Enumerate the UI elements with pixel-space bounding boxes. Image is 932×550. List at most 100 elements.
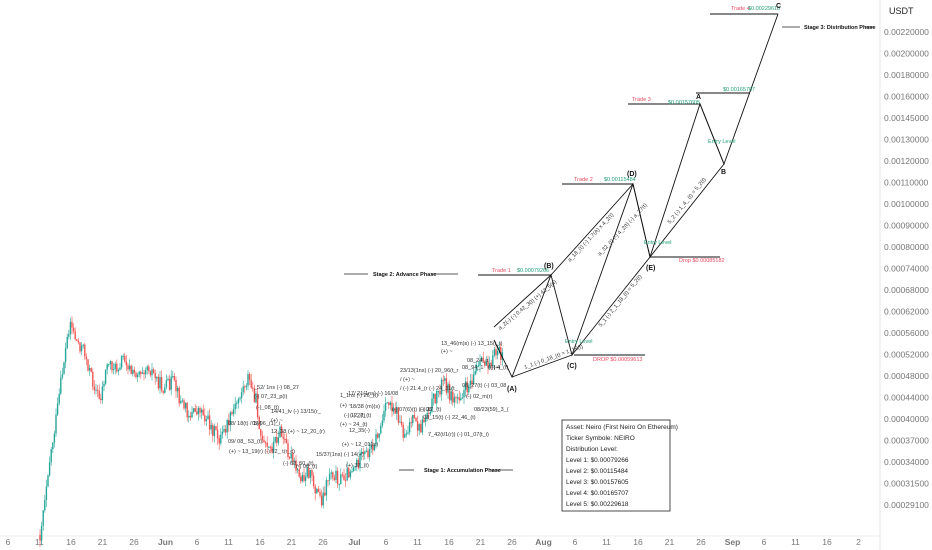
candle-body — [85, 356, 88, 360]
time-tick-label: 26 — [129, 537, 139, 547]
candle-body — [101, 386, 104, 401]
candle-body — [236, 402, 238, 404]
candle-body — [437, 390, 440, 392]
candle-body — [432, 393, 435, 399]
entry-label-2: Entry Level — [644, 240, 672, 246]
candle-body — [452, 391, 454, 403]
time-annotation: / (-) 21.4_(r (-) 24_31(t_ — [400, 386, 459, 392]
candle-body — [122, 355, 124, 357]
stage1-label: Stage 1: Accumulation Phase — [424, 468, 501, 474]
candle-body — [245, 385, 248, 388]
candle-body — [268, 446, 270, 448]
candle-body — [381, 420, 384, 426]
candle-body — [316, 488, 318, 494]
candle-body — [388, 402, 390, 405]
candle-body — [80, 345, 83, 352]
time-tick-label: 11 — [413, 537, 422, 547]
time-axis[interactable]: 6 11 16 21 26 Jun 6 11 16 21 26 Jul 6 11 16 21 26 Aug 6 11 1… — [6, 537, 862, 547]
time-annotation: 08_94_1 — [462, 365, 483, 371]
candle-body — [240, 392, 243, 399]
wave-point-labels: (A) (B) (C) (D) (E) A B C — [507, 3, 781, 393]
candle-body — [154, 373, 156, 379]
candle-body — [53, 433, 56, 443]
candle-body — [186, 402, 188, 418]
candle-body — [456, 397, 459, 399]
candle-body — [306, 468, 308, 477]
candle-body — [263, 440, 265, 443]
candle-body — [287, 443, 289, 457]
candle-body — [157, 376, 160, 389]
candle-body — [58, 393, 60, 404]
candle-body — [364, 451, 366, 454]
price-axis[interactable]: 0.00220000 0.00200000 0.00180000 0.00160000… — [884, 27, 929, 510]
candle-body — [82, 344, 84, 346]
candle-body — [301, 475, 304, 482]
candle-body — [116, 363, 118, 372]
candle-body — [335, 470, 337, 480]
candle-body — [472, 374, 475, 385]
candle-body — [408, 422, 411, 433]
candle-body — [64, 348, 67, 363]
candle-body — [223, 429, 225, 432]
candle-body — [501, 352, 504, 360]
candle-body — [354, 466, 356, 468]
candle-body — [96, 389, 99, 391]
candle-body — [482, 357, 484, 362]
candle-body — [312, 475, 315, 487]
candle-body — [261, 435, 264, 441]
trade2-label: Trade 2 — [574, 177, 593, 183]
time-annotation: (-) 27_(t) — [350, 413, 372, 419]
candle-body — [68, 334, 70, 337]
candle-body — [63, 362, 65, 375]
candle-body — [207, 415, 209, 420]
wave-e-b — [649, 163, 725, 258]
wave-c-e — [571, 256, 651, 356]
time-tick-label: Jul — [348, 537, 360, 547]
candle-body — [338, 484, 340, 486]
candle-body — [498, 346, 500, 351]
price-tick-label: 0.00044000 — [884, 393, 929, 403]
time-tick-label: 16 — [633, 537, 643, 547]
candle-body — [367, 450, 369, 458]
time-annotation: (-) 17_(t) — [420, 407, 442, 413]
candle-body — [127, 365, 129, 370]
candle-body — [258, 417, 260, 430]
candle-body — [396, 407, 398, 414]
candle-body — [197, 408, 200, 415]
candle-body — [218, 438, 220, 444]
trade-labels: Trade 1 $0.00079266 Trade 2 $0.00115484 … — [492, 6, 780, 363]
candle-body — [242, 386, 244, 393]
time-tick-label: 6 — [573, 537, 578, 547]
candle-body — [181, 400, 184, 402]
candle-body — [244, 386, 246, 388]
candle-body — [359, 453, 361, 468]
candle-body — [327, 480, 329, 482]
candle-body — [39, 535, 41, 541]
time-tick-label: 21 — [287, 537, 297, 547]
candle-body — [216, 429, 219, 439]
candle-body — [450, 391, 452, 401]
candle-body — [271, 447, 273, 452]
candle-body — [466, 381, 468, 393]
candle-body — [269, 446, 272, 448]
candle-body — [343, 475, 345, 480]
price-tick-label: 0.00160000 — [884, 92, 929, 102]
candle-body — [416, 421, 419, 431]
candle-body — [208, 415, 211, 430]
time-annotation: (-) 12_(t) — [344, 413, 366, 419]
candle-body — [303, 475, 305, 481]
candle-body — [178, 387, 180, 404]
level-lines — [478, 13, 778, 356]
time-tick-label: 11 — [224, 537, 233, 547]
candle-body — [375, 434, 377, 445]
candle-body — [221, 431, 224, 435]
candle-body — [292, 453, 294, 462]
candle-body — [47, 475, 49, 487]
candle-body — [199, 408, 201, 413]
time-annotation: 12_35(-) — [349, 428, 370, 434]
candle-body — [42, 510, 44, 526]
info-ticker: Ticker Symbole: NEIRO — [566, 435, 635, 442]
candle-body — [428, 413, 430, 415]
candle-body — [234, 403, 236, 410]
